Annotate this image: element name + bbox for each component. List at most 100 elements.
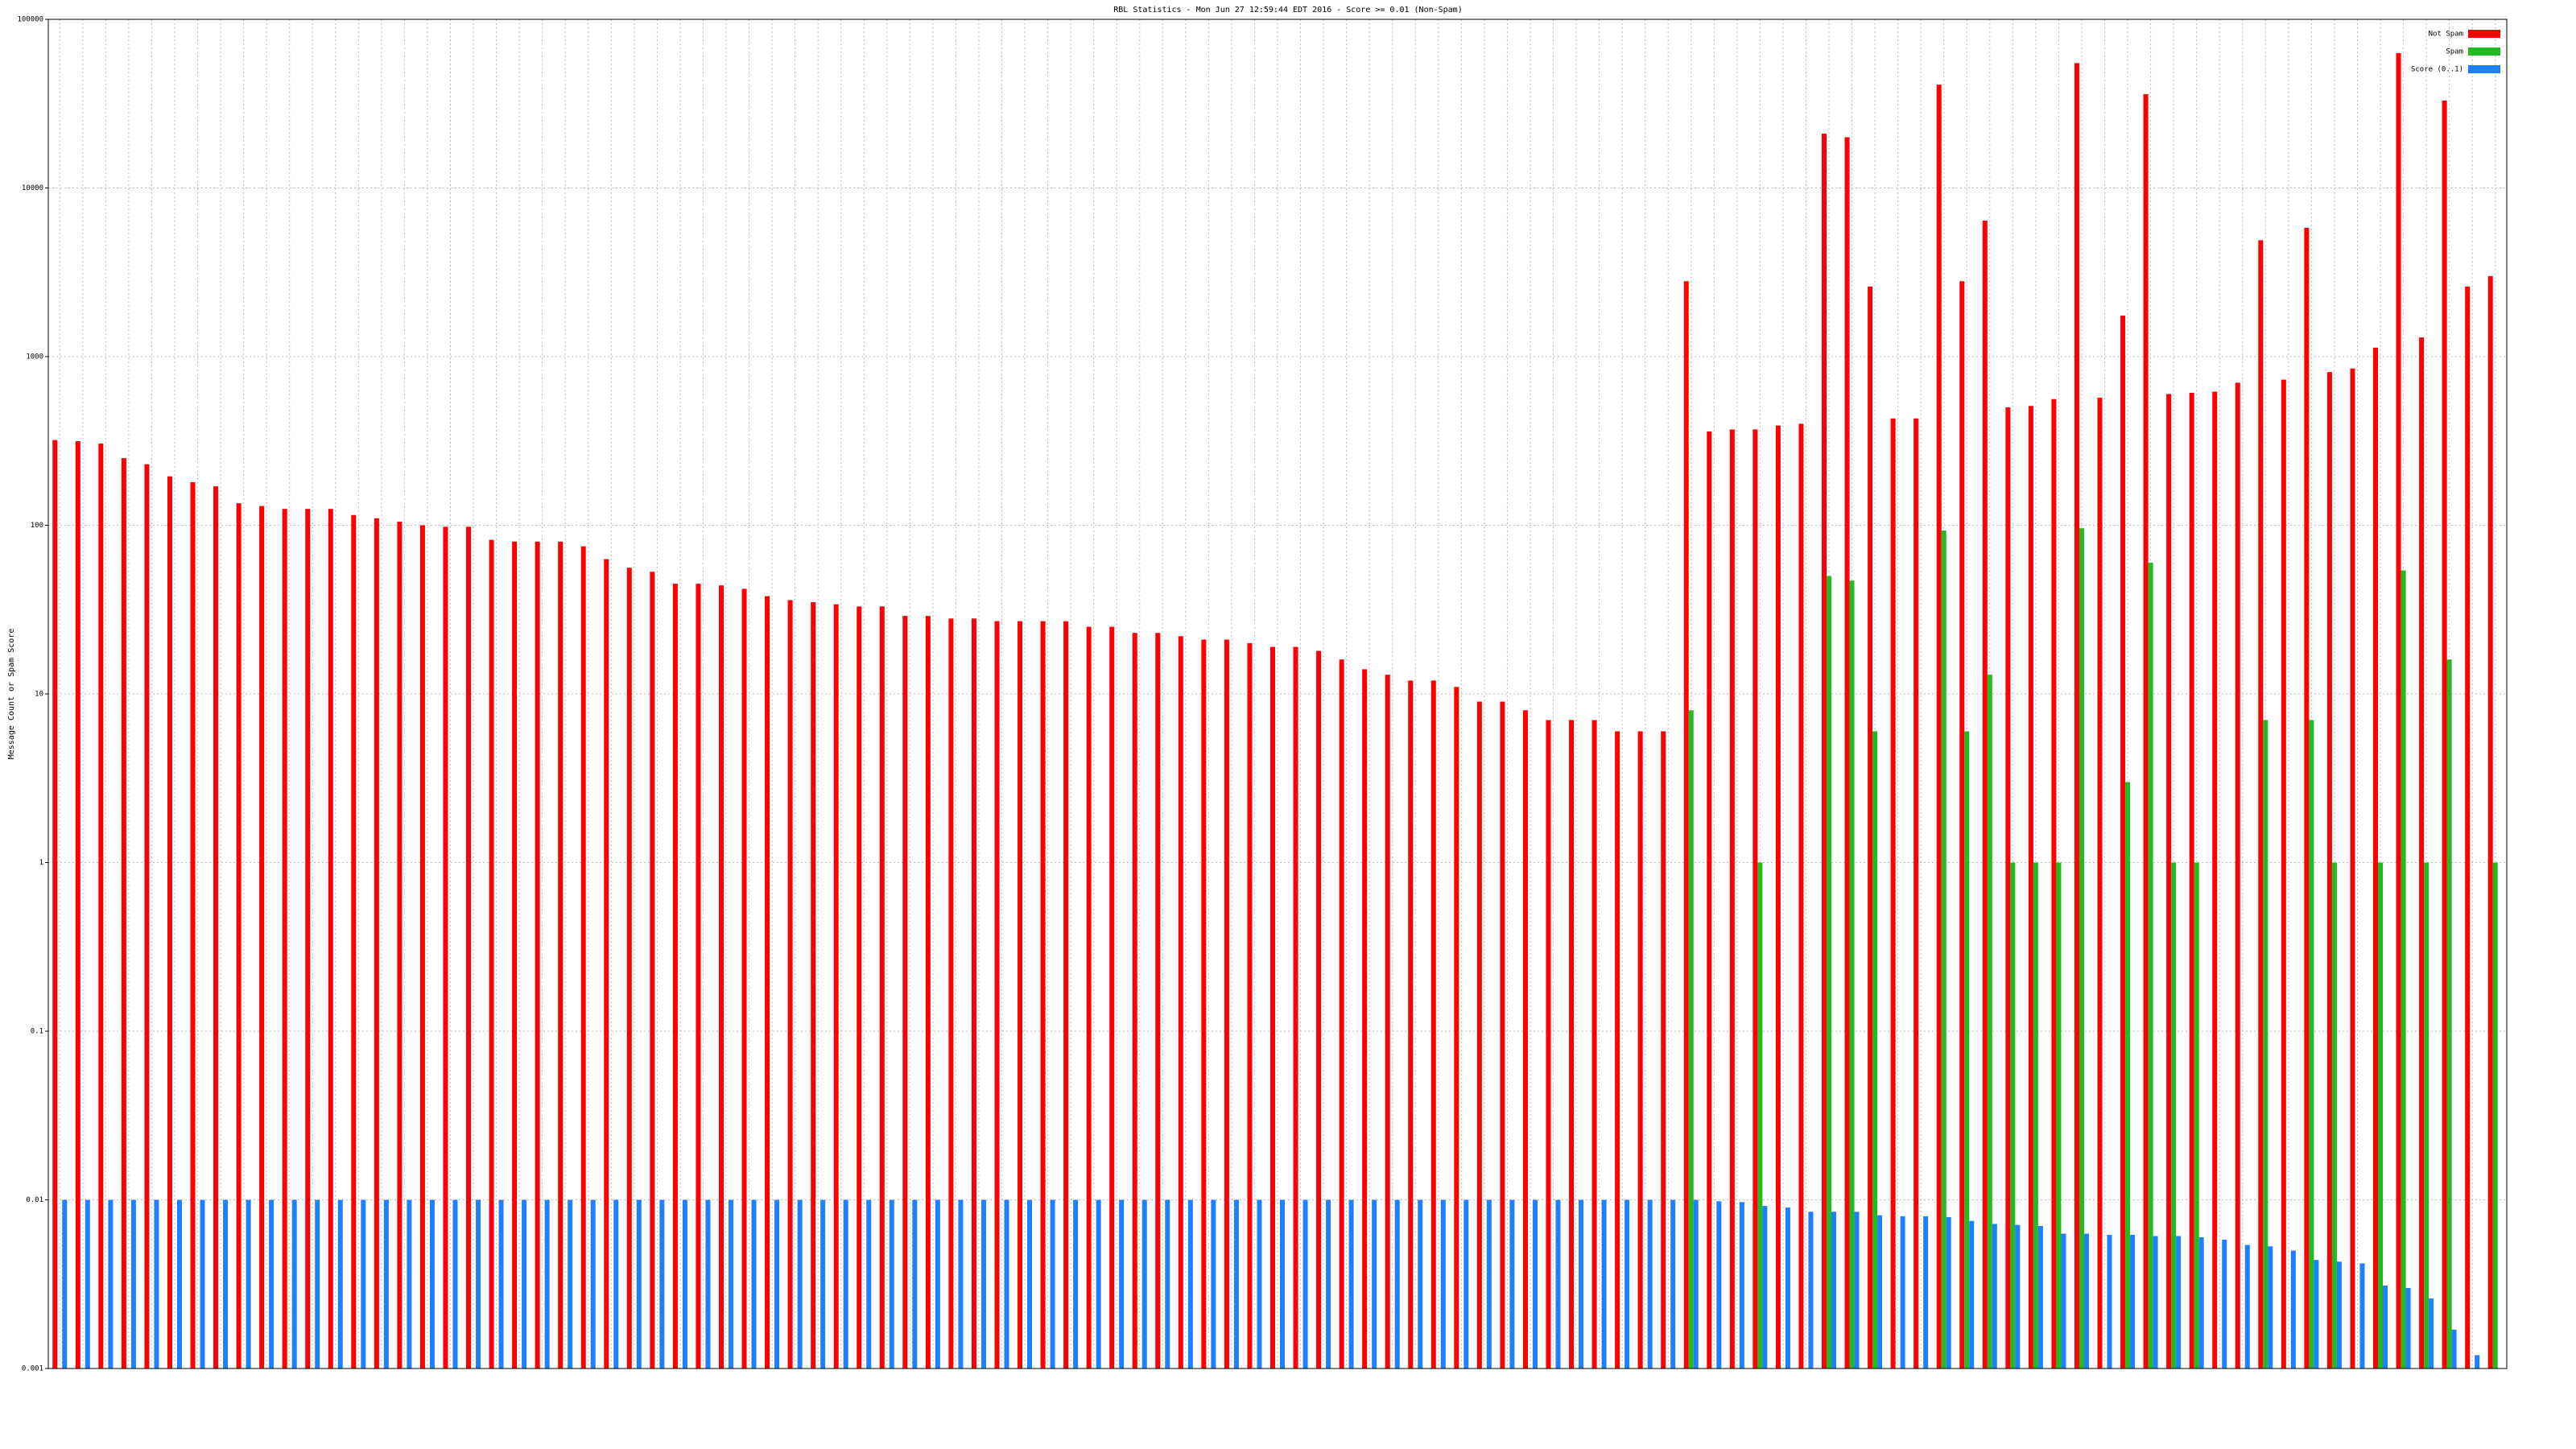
bar [1509,1199,1515,1368]
bar [2130,1234,2136,1368]
bar [1757,862,1763,1368]
bar [1615,731,1620,1368]
bar [1546,720,1551,1368]
bar [866,1199,872,1368]
bar [636,1199,642,1368]
bar [1270,646,1275,1368]
bar [1096,1199,1101,1368]
bar [558,541,564,1368]
bar [1569,720,1575,1368]
bar [2107,1234,2112,1368]
bar [1027,1199,1033,1368]
bar [1729,429,1735,1369]
bar [1257,1199,1262,1368]
bar [2424,862,2429,1368]
bar [1073,1199,1079,1368]
bar [1624,1199,1630,1368]
bar [419,525,425,1368]
bar [994,621,1000,1368]
bar [1385,675,1390,1368]
bar [1372,1199,1377,1368]
chart-title: RBL Statistics - Mon Jun 27 12:59:44 EDT… [1113,6,1462,14]
bar [1752,429,1758,1369]
bar [522,1199,527,1368]
bar [269,1199,275,1368]
bar [2268,1246,2273,1368]
bar [383,1199,389,1368]
bar [75,441,80,1368]
bar [682,1199,687,1368]
bar [1430,680,1436,1368]
bar [1302,1199,1308,1368]
bar [443,526,448,1368]
bar [650,572,655,1368]
bar [489,539,494,1369]
bar [2212,391,2218,1369]
bar [1900,1216,1905,1368]
bar [568,1199,573,1368]
bar [1500,701,1505,1368]
bar [2222,1240,2227,1368]
bar [1775,425,1781,1369]
bar [1637,731,1643,1368]
bar [1201,639,1207,1368]
bar [1348,1199,1354,1368]
bar [2005,407,2011,1368]
bar [1827,576,1832,1368]
bar [1555,1199,1561,1368]
bar [2401,570,2406,1368]
bar [1579,1199,1584,1368]
y-tick-label: 10000 [22,184,43,192]
bar [2083,1233,2089,1368]
bar [1178,636,1183,1368]
bar [2171,862,2177,1368]
bar [1670,1199,1676,1368]
bar [1004,1199,1009,1368]
bar [1785,1208,1790,1368]
bar [2281,379,2286,1369]
bar [2446,659,2452,1368]
bar [108,1199,114,1368]
legend-swatch [2468,30,2500,38]
bar [2166,394,2172,1369]
bar [1987,675,1992,1368]
bar [1224,639,1229,1368]
bar [935,1199,940,1368]
bar [1661,731,1666,1368]
bar [889,1199,894,1368]
bar [948,618,954,1368]
bar [282,509,287,1369]
bar [130,1199,136,1368]
bar [1119,1199,1125,1368]
bar [2028,406,2033,1368]
bar [2153,1236,2158,1368]
bar [728,1199,733,1368]
bar [2074,63,2079,1368]
bar [1063,621,1069,1368]
bar [1408,680,1414,1368]
bar [2309,720,2314,1368]
bar [315,1199,320,1368]
bar [466,526,472,1368]
bar [1923,1216,1929,1368]
bar [2359,1263,2365,1368]
bar [1707,431,1712,1369]
bar [1683,281,1689,1368]
bar [2125,782,2131,1368]
bar [2350,368,2355,1368]
bar [1992,1224,1997,1368]
bar [2189,392,2194,1368]
bar [1890,418,1896,1368]
bar [2198,1236,2204,1368]
bar [1211,1199,1216,1368]
bar [2244,1245,2250,1368]
plot-frame [47,19,2508,1369]
bar [879,606,885,1368]
y-tick-label: 100000 [17,16,43,24]
bar [2304,228,2310,1369]
bar [2451,1329,2457,1368]
bar [52,440,58,1368]
bar [1831,1212,1837,1368]
bar [718,585,724,1368]
